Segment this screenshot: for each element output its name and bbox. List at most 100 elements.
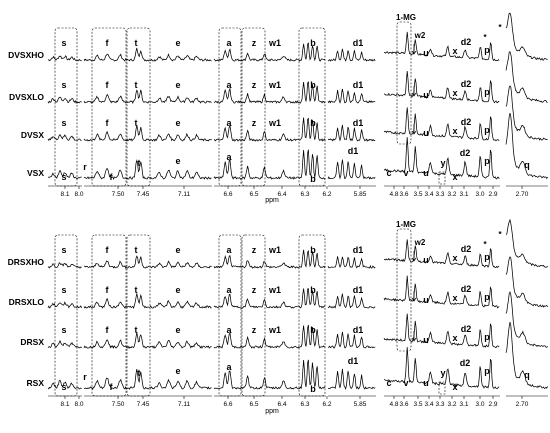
peak-e-p1-r2: e xyxy=(175,118,180,128)
peak-x-p2-r1: x xyxy=(452,293,457,303)
sample-label-drsxlo: DRSXLO xyxy=(9,297,45,307)
peak-f-p1-r1: f xyxy=(106,80,110,90)
region-box-p2-4 xyxy=(241,234,266,397)
x-tick-label-p1-20: 2.70 xyxy=(516,191,529,198)
peak-s-p1-r3: s xyxy=(61,172,66,182)
spectrum-p1-row3-segment-3 xyxy=(213,149,326,180)
x-tick-label-p1-4: 7.11 xyxy=(178,191,191,198)
peak-e-p1-r1: e xyxy=(175,80,180,90)
peak-d2-p1-r1: d2 xyxy=(461,79,472,89)
peak-x-p1-r2: x xyxy=(452,126,457,136)
x-tick-label-p1-15: 3.3 xyxy=(435,191,444,198)
peak-x-p1-r1: x xyxy=(452,88,457,98)
x-tick-label-p2-4: 7.11 xyxy=(178,401,191,408)
peak-d1-p1-r0: d1 xyxy=(353,38,364,48)
peak-x-p2-r3: x xyxy=(452,382,457,392)
peak-y-p1: y xyxy=(440,158,445,168)
spectrum-p2-row2-segment-1 xyxy=(83,332,150,350)
region-box-p1-1 xyxy=(91,27,127,187)
peak-e-p2-r1: e xyxy=(175,285,180,295)
peak-b-p1-r2: b xyxy=(310,118,316,128)
peak-d1-p1-r1: d1 xyxy=(353,80,364,90)
peak-d2-p2-r0: d2 xyxy=(461,244,472,254)
peak-d2-p2-r3: d2 xyxy=(460,358,471,368)
x-tick-label-p1-7: 6.4 xyxy=(277,191,286,198)
spectrum-p1-row0-segment-5 xyxy=(383,31,500,62)
x-tick-label-p2-9: 6.2 xyxy=(322,401,331,408)
peak-u-p1-r2: u xyxy=(423,128,429,138)
spectrum-p1-row1-segment-4 xyxy=(327,88,376,104)
peak-b-p1-r0: b xyxy=(310,38,316,48)
peak-u-p2-r1: u xyxy=(423,295,429,305)
spectrum-p1-row0-segment-4 xyxy=(327,48,376,62)
peak-v-p2: v xyxy=(403,378,408,388)
spectrum-p1-row1-segment-5 xyxy=(383,70,500,104)
peak-e-p2-r3: e xyxy=(175,366,180,376)
region-box-p1-4 xyxy=(241,27,266,187)
spectrum-p1-row1-segment-3 xyxy=(213,81,326,104)
x-tick-label-p1-16: 3.2 xyxy=(447,191,456,198)
spectrum-p2-row2-segment-5 xyxy=(383,313,500,349)
region-box-p1-5 xyxy=(298,27,326,187)
peak-x-p2-r2: x xyxy=(452,333,457,343)
x-tick-label-p1-12: 3.6 xyxy=(399,191,408,198)
peak-e-p2-r2: e xyxy=(175,325,180,335)
peak-t-p1-r0: t xyxy=(135,38,138,48)
peak-z-p1-r0: z xyxy=(252,38,257,48)
peak-p-p1-r3: p xyxy=(484,156,490,166)
spectrum-p1-row3-segment-6 xyxy=(505,113,548,180)
spectrum-p1-row2-segment-1 xyxy=(83,125,150,142)
peak-b-p2-r1: b xyxy=(310,285,316,295)
peak-f-p2-r1: f xyxy=(106,285,110,295)
peak-a-p1-r0: a xyxy=(226,38,232,48)
peak-d1-p2-r2: d1 xyxy=(353,325,364,335)
peak-t-p1-r2: t xyxy=(135,118,138,128)
x-tick-label-p2-17: 3.1 xyxy=(459,401,468,408)
peak-p-p1-r2: p xyxy=(484,125,490,135)
x-tick-label-p1-6: 6.5 xyxy=(249,191,258,198)
peak-b-p1-r3: b xyxy=(310,174,316,184)
spectrum-p2-row0-segment-6 xyxy=(505,218,548,268)
spectrum-p1-row2-segment-3 xyxy=(213,117,326,142)
spectrum-p2-row0-segment-2 xyxy=(149,260,212,269)
peak-p-p1-r0: p xyxy=(484,45,490,55)
peak-t-p2-r1: t xyxy=(135,285,138,295)
spectrum-p2-row3-segment-2 xyxy=(149,378,212,390)
peak-e-p2-r0: e xyxy=(175,245,180,255)
spectrum-p1-row3-segment-2 xyxy=(149,169,212,180)
peak-t-p2-r2: t xyxy=(135,325,138,335)
x-tick-label-p1-5: 6.6 xyxy=(223,191,232,198)
peak-a-p1-r2: a xyxy=(226,118,232,128)
spectrum-p1-row1-segment-1 xyxy=(83,89,150,104)
spectrum-p2-row2-segment-3 xyxy=(213,324,326,349)
peak-a-p2-r3: a xyxy=(226,362,232,372)
peak-s-p2-r2: s xyxy=(61,325,66,335)
x-tick-label-p1-18: 3.0 xyxy=(475,191,484,198)
peak-x-p1-r0: x xyxy=(452,46,457,56)
peak-p-p2-r2: p xyxy=(484,332,490,342)
region-box-p2-0 xyxy=(54,234,78,397)
spectrum-p2-row1-segment-2 xyxy=(149,299,212,309)
sample-label-dvsx: DVSX xyxy=(21,130,44,140)
spectrum-p1-row1-segment-6 xyxy=(505,51,548,103)
x-axis-title-p1: ppm xyxy=(265,197,279,204)
x-tick-label-p2-13: 3.5 xyxy=(413,401,422,408)
region-box-p1-6 xyxy=(396,21,412,145)
peak-e-p1-r0: e xyxy=(175,38,180,48)
x-tick-label-p2-7: 6.4 xyxy=(277,401,286,408)
peak-p-p2-r3: p xyxy=(484,366,490,376)
peak-s-p1-r1: s xyxy=(61,80,66,90)
peak-w1-p2-r1: w1 xyxy=(268,285,281,295)
peak-d2-p2-r1: d2 xyxy=(461,284,472,294)
arrow-p2-r2 xyxy=(411,331,417,342)
x-tick-label-p1-11: 4.8 xyxy=(389,191,398,198)
sample-label-drsxho: DRSXHO xyxy=(8,257,45,267)
peak-c-p2: c xyxy=(386,378,391,388)
peak-t-p1-r1: t xyxy=(135,80,138,90)
x-tick-label-p1-9: 6.2 xyxy=(322,191,331,198)
peak-e-p1-r3: e xyxy=(175,156,180,166)
peak-r-p1: r xyxy=(83,162,87,172)
peak-z-p1-r2: z xyxy=(252,118,257,128)
peak-b-p2-r2: b xyxy=(310,325,316,335)
peak-q-p2: q xyxy=(524,370,530,380)
